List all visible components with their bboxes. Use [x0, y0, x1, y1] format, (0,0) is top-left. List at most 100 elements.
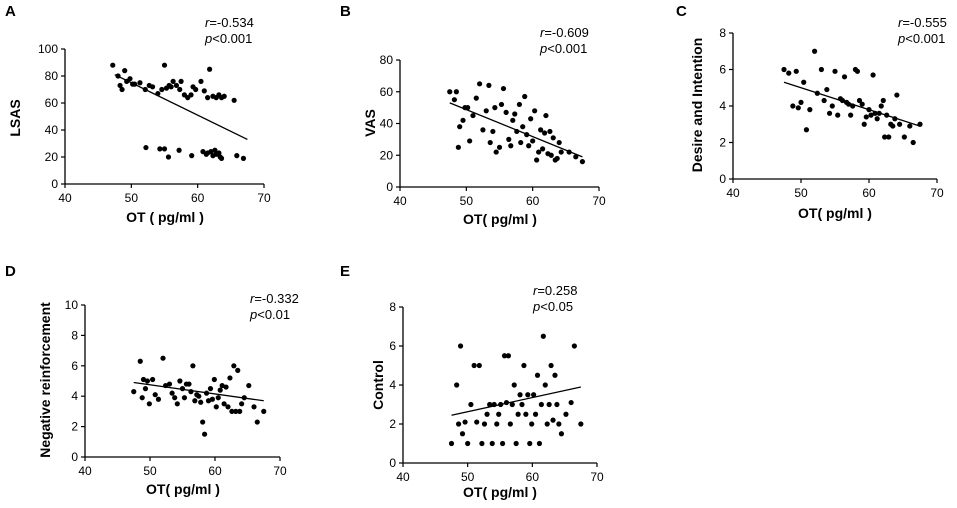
data-point [505, 353, 512, 359]
data-point [826, 110, 833, 116]
x-tick-label: 70 [273, 464, 287, 478]
data-point [459, 431, 466, 437]
data-point [200, 419, 206, 425]
x-tick-label: 70 [592, 194, 606, 208]
data-point [856, 97, 863, 104]
data-point [563, 411, 569, 417]
data-point [534, 372, 541, 378]
data-point [233, 408, 239, 414]
data-point [841, 74, 848, 80]
data-point [178, 78, 184, 84]
y-axis-title: LSAS [7, 99, 23, 136]
data-point [509, 401, 515, 408]
panel-letter: D [5, 263, 16, 280]
regression-line [449, 102, 583, 158]
r-value: =-0.332 [254, 291, 298, 306]
data-point [208, 149, 214, 155]
data-point [165, 154, 172, 160]
r-value: =0.258 [537, 283, 577, 298]
data-point [890, 123, 896, 129]
x-tick-label: 50 [143, 464, 157, 478]
data-point [465, 440, 471, 447]
r-symbol: r [533, 283, 538, 298]
data-point [492, 105, 498, 111]
p-statistic: p<0.001 [897, 31, 945, 46]
data-point [477, 81, 483, 87]
data-point [467, 138, 473, 144]
data-point [558, 431, 565, 437]
data-point [198, 78, 204, 84]
data-point [217, 387, 223, 393]
data-point [829, 103, 835, 109]
r-symbol: r [898, 15, 903, 30]
data-point [530, 138, 536, 144]
data-point [520, 124, 526, 130]
data-point [181, 395, 188, 401]
x-tick-label: 40 [58, 191, 72, 205]
data-point [863, 114, 869, 120]
data-point [854, 68, 861, 74]
data-point [534, 157, 540, 163]
data-point [528, 116, 534, 122]
data-point [448, 440, 455, 447]
data-point [221, 401, 227, 407]
x-axis-title: OT( pg/ml ) [463, 484, 537, 500]
data-point [172, 395, 178, 401]
data-point [503, 109, 509, 115]
data-point [261, 408, 267, 414]
data-point [507, 421, 513, 427]
data-point [189, 153, 195, 159]
data-point [483, 108, 489, 114]
x-tick-label: 50 [460, 194, 474, 208]
p-symbol: p [204, 31, 212, 46]
data-point [529, 421, 535, 427]
y-tick-label: 10 [65, 298, 79, 312]
data-point [821, 97, 827, 104]
p-symbol: p [897, 31, 905, 46]
data-point [500, 85, 507, 92]
data-point [554, 401, 560, 408]
p-value: <0.05 [540, 299, 573, 314]
data-point [192, 398, 198, 404]
data-point [251, 404, 257, 410]
data-point [144, 378, 150, 384]
data-point [219, 382, 225, 389]
data-point [193, 86, 199, 93]
data-point [493, 149, 499, 155]
data-point [146, 401, 152, 407]
data-point [131, 389, 137, 395]
r-statistic: r=-0.555 [898, 15, 947, 30]
data-point [542, 130, 548, 136]
x-tick-label: 70 [930, 186, 944, 200]
panel-b: B 0 20 40 60 80 40 50 60 70 OT( pg/ml ) VAS r=-0.609… [340, 3, 606, 227]
data-point [550, 417, 556, 423]
x-tick-label: 40 [726, 186, 740, 200]
p-value: <0.01 [257, 307, 290, 322]
data-point [832, 68, 838, 74]
regression-line [114, 74, 248, 141]
x-tick-label: 50 [461, 470, 475, 484]
data-point [538, 401, 544, 408]
data-point [515, 411, 521, 417]
data-point [221, 93, 227, 99]
y-tick-label: 0 [51, 177, 58, 191]
data-point [558, 149, 564, 155]
data-point [543, 112, 549, 119]
data-point [207, 66, 213, 72]
data-point [556, 421, 562, 427]
data-point [538, 127, 544, 133]
data-point [454, 382, 460, 388]
data-point [470, 112, 476, 119]
data-point [910, 139, 916, 146]
data-point [897, 121, 903, 127]
data-point [481, 421, 488, 427]
data-point [516, 101, 523, 108]
data-point [122, 68, 128, 74]
data-point [186, 381, 192, 387]
data-point [870, 72, 876, 78]
data-point [498, 101, 505, 108]
data-point [212, 147, 218, 153]
data-point [531, 392, 537, 398]
data-point [527, 440, 533, 447]
data-point [907, 123, 913, 129]
